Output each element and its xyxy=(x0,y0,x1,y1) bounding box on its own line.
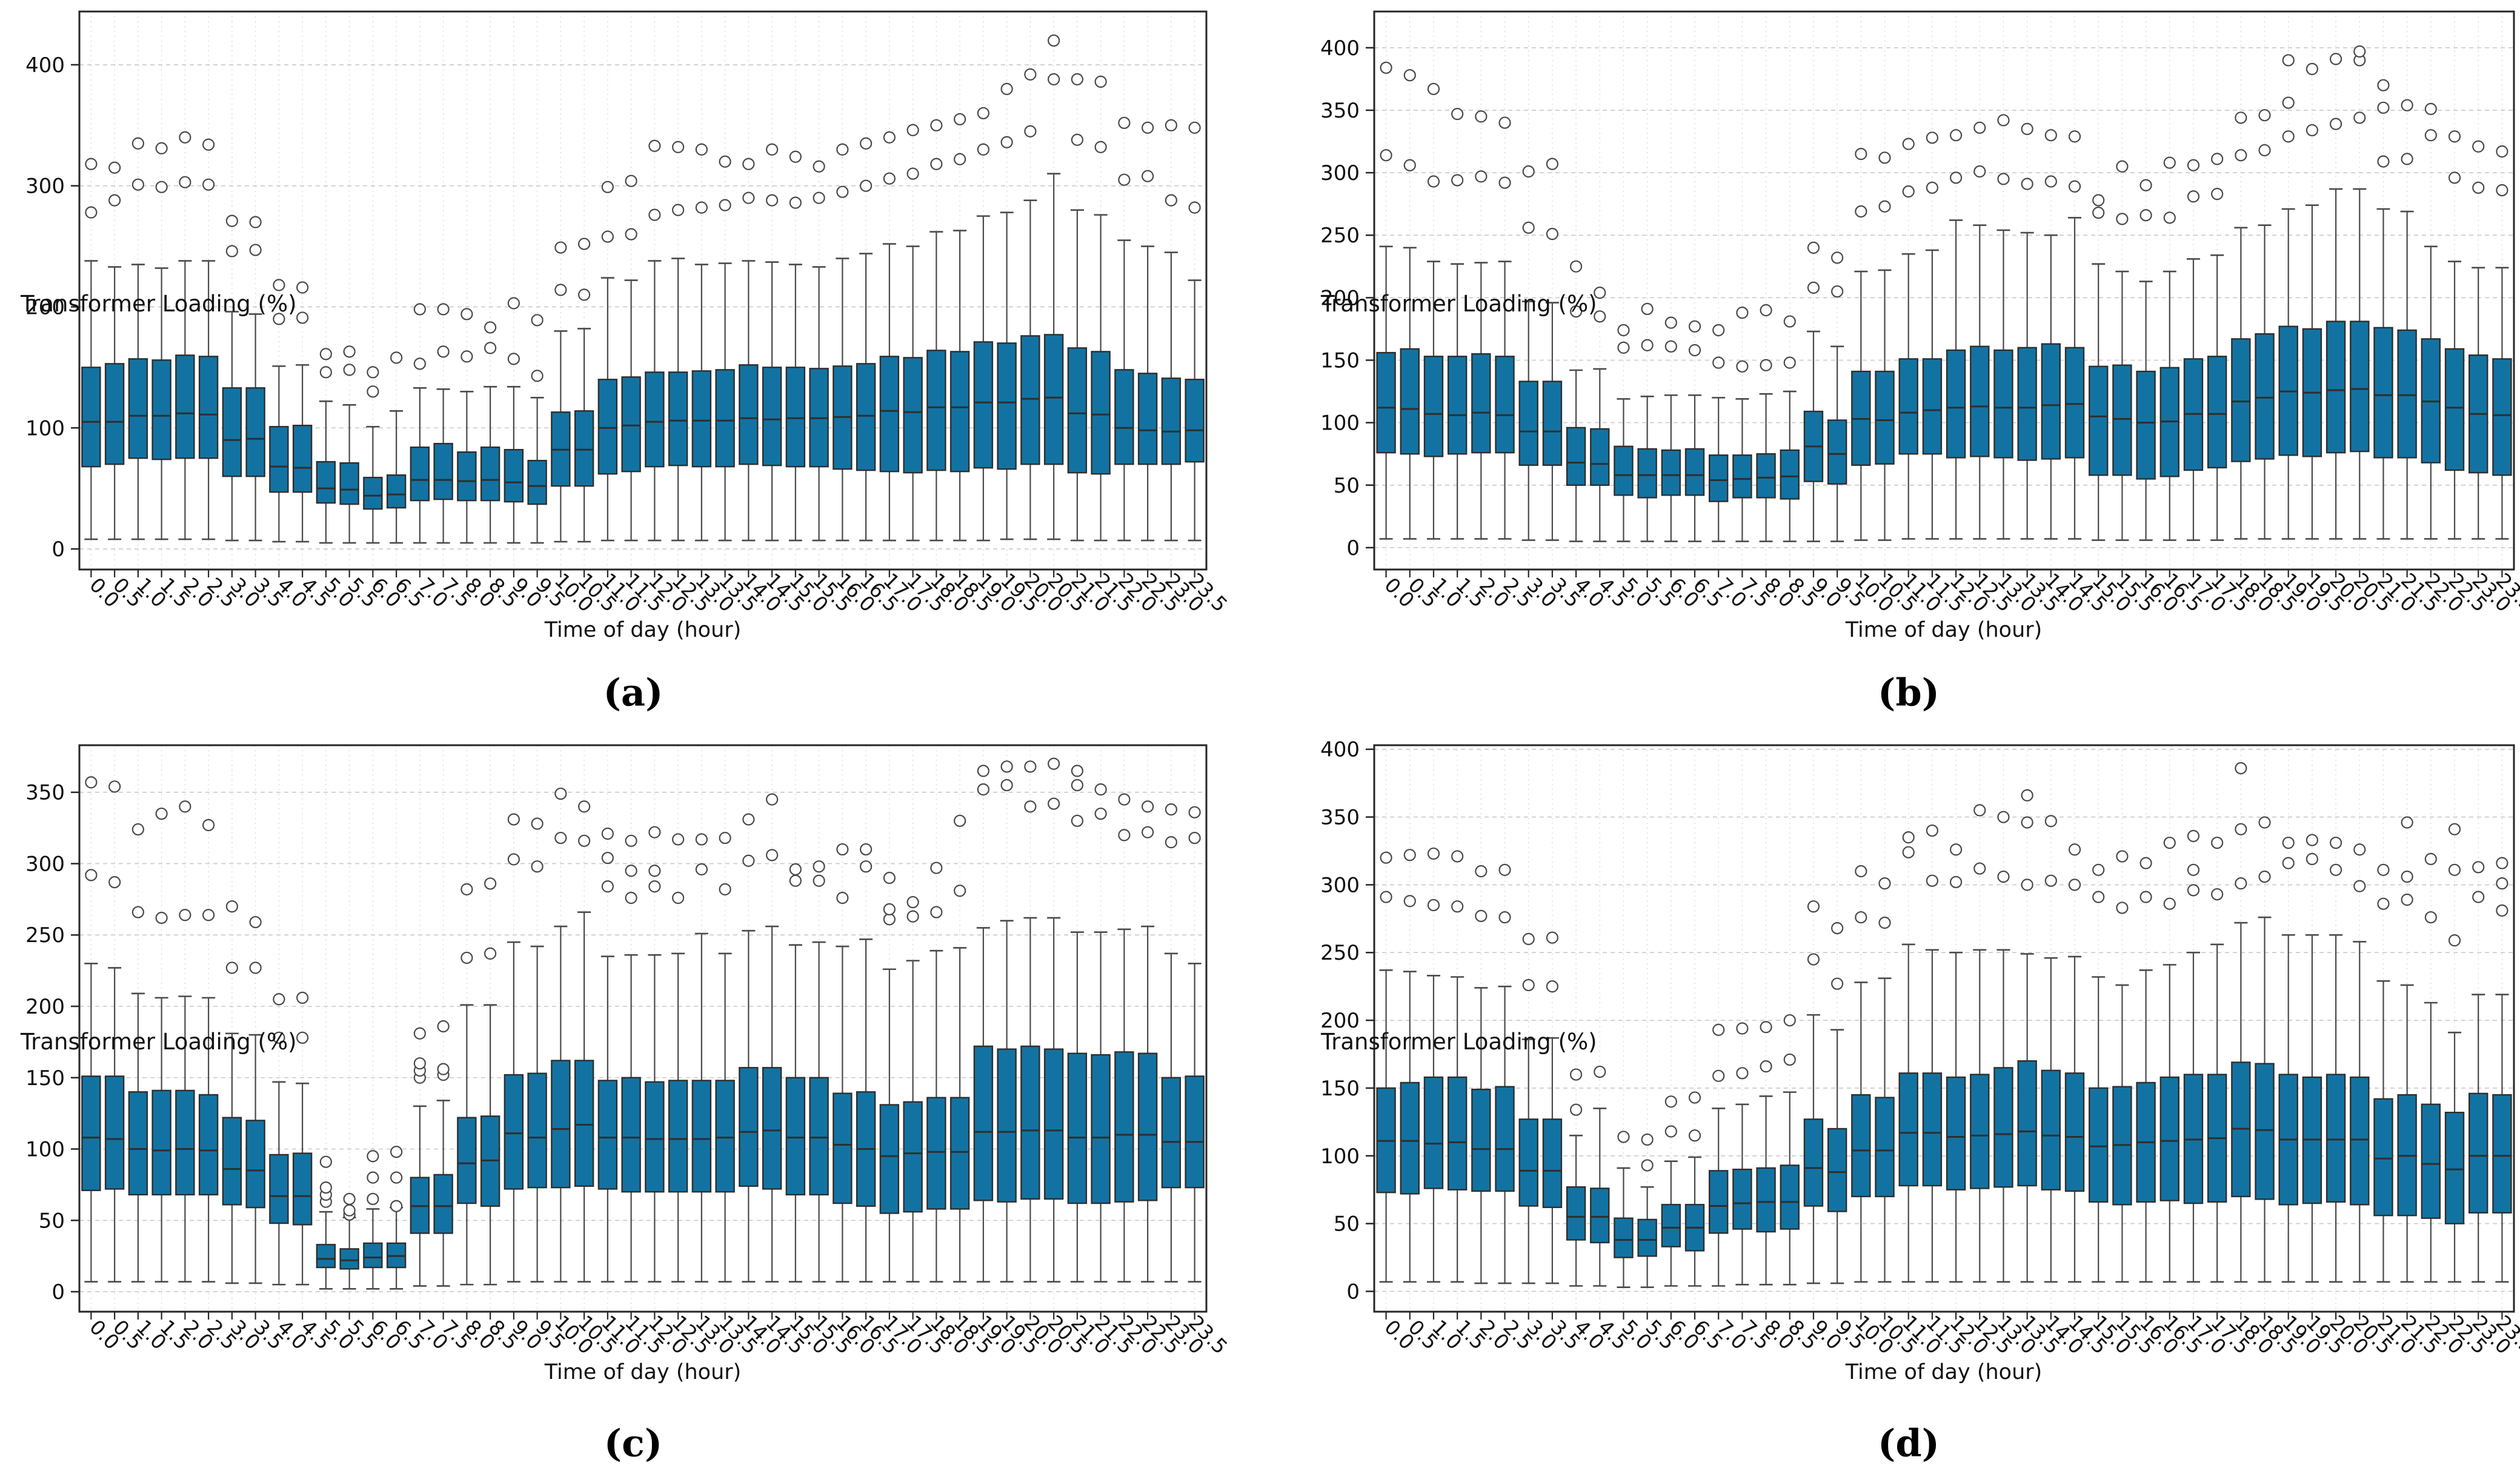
whiskers xyxy=(1379,916,2509,1289)
outlier-points xyxy=(1380,762,2508,1172)
boxes xyxy=(81,334,1205,510)
svg-text:250: 250 xyxy=(1320,224,1360,248)
svg-text:200: 200 xyxy=(25,295,65,319)
svg-text:200: 200 xyxy=(1320,286,1360,310)
outlier-points xyxy=(85,757,1201,1221)
svg-text:250: 250 xyxy=(1320,941,1360,965)
svg-text:0: 0 xyxy=(1346,536,1360,560)
y-axis-label-d: Transformer Loading (%) xyxy=(1321,1029,1597,1055)
boxes xyxy=(81,1045,1205,1270)
outlier-points xyxy=(1380,45,2508,373)
y-axis-label-c: Transformer Loading (%) xyxy=(21,1029,297,1055)
svg-text:250: 250 xyxy=(25,923,65,948)
subplot-caption-b: (b) xyxy=(1877,670,1940,715)
grid-horizontal xyxy=(1374,748,2514,1292)
x-axis-label-a: Time of day (hour) xyxy=(544,618,742,642)
grid-vertical xyxy=(90,12,1195,570)
grid-horizontal xyxy=(1374,47,2514,548)
svg-text:150: 150 xyxy=(1320,348,1360,373)
svg-text:200: 200 xyxy=(1320,1009,1360,1033)
grid-horizontal xyxy=(79,791,1206,1292)
svg-text:400: 400 xyxy=(25,53,65,78)
boxplot-chart-d: 0501001502002503003504000.00.51.01.52.02… xyxy=(1320,738,2520,1359)
svg-text:400: 400 xyxy=(1320,36,1360,61)
whiskers xyxy=(84,173,1202,544)
y-axis-label-a: Transformer Loading (%) xyxy=(21,291,297,317)
svg-text:150: 150 xyxy=(25,1066,65,1091)
svg-text:100: 100 xyxy=(25,1138,65,1162)
svg-text:350: 350 xyxy=(25,781,65,805)
x-axis-label-b: Time of day (hour) xyxy=(1845,618,2043,642)
subplot-caption-c: (c) xyxy=(603,1421,663,1466)
boxes xyxy=(1376,321,2512,502)
svg-text:300: 300 xyxy=(25,174,65,199)
svg-text:350: 350 xyxy=(1320,806,1360,830)
svg-text:100: 100 xyxy=(25,416,65,440)
x-axis-label-d: Time of day (hour) xyxy=(1845,1360,2043,1384)
x-axis-label-c: Time of day (hour) xyxy=(544,1360,742,1384)
svg-text:100: 100 xyxy=(1320,1144,1360,1169)
svg-text:50: 50 xyxy=(39,1209,65,1233)
whiskers xyxy=(1379,188,2509,542)
svg-text:0: 0 xyxy=(52,537,65,562)
svg-text:50: 50 xyxy=(1334,1212,1360,1237)
subplot-caption-a: (a) xyxy=(603,670,663,715)
svg-text:0: 0 xyxy=(52,1280,65,1304)
svg-text:300: 300 xyxy=(1320,873,1360,897)
svg-text:100: 100 xyxy=(1320,411,1360,436)
y-axis-label-b: Transformer Loading (%) xyxy=(1321,291,1597,317)
svg-text:300: 300 xyxy=(1320,161,1360,185)
svg-text:200: 200 xyxy=(25,995,65,1019)
boxplot-chart-c: 0501001502002503003500.00.51.01.52.02.53… xyxy=(25,744,1232,1359)
svg-text:0: 0 xyxy=(1346,1280,1360,1304)
outlier-points xyxy=(85,34,1201,398)
svg-text:300: 300 xyxy=(25,852,65,876)
svg-text:400: 400 xyxy=(1320,738,1360,762)
svg-text:150: 150 xyxy=(1320,1077,1360,1101)
subplot-caption-d: (d) xyxy=(1877,1421,1940,1466)
boxplot-chart-b: 0501001502002503003504000.00.51.01.52.02… xyxy=(1320,10,2520,617)
boxes xyxy=(1376,1060,2512,1258)
grid-horizontal xyxy=(79,64,1206,550)
whiskers xyxy=(84,911,1202,1290)
svg-text:350: 350 xyxy=(1320,99,1360,123)
svg-text:50: 50 xyxy=(1334,474,1360,498)
boxplot-chart-a: 01002003004000.00.51.01.52.02.53.03.54.0… xyxy=(25,10,1232,617)
